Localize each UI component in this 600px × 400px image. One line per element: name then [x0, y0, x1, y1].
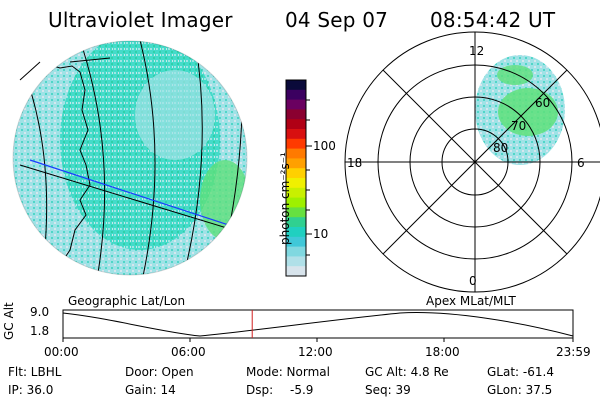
colorbar-segment: [286, 138, 306, 150]
status-dsp-value: -5.9: [290, 383, 314, 397]
colorbar-segment: [286, 227, 306, 238]
colorbar-segment: [286, 197, 306, 208]
altitude-ylabel: GC Alt: [2, 302, 16, 340]
colorbar: [285, 79, 312, 277]
polar-plot: [344, 31, 600, 293]
imager-title: Ultraviolet Imager: [48, 8, 233, 32]
colorbar-segment: [286, 89, 306, 101]
x-tick-0600: 06:00: [171, 345, 206, 359]
colorbar-segment: [286, 236, 306, 248]
dayglow-region: [200, 160, 247, 240]
status-filter: Flt: LBHL: [8, 365, 62, 379]
altitude-ytick-bottom: 1.8: [30, 324, 50, 338]
colorbar-segment: [286, 246, 306, 257]
colorbar-segment: [286, 256, 306, 267]
colorbar-segment: [286, 187, 306, 199]
status-glon: GLon: 37.5: [487, 383, 553, 397]
geographic-caption: Geographic Lat/Lon: [68, 294, 186, 308]
colorbar-segment: [286, 129, 306, 140]
status-dsp-label: Dsp:: [246, 383, 274, 397]
mlat-label-70: 70: [511, 119, 527, 133]
meridian-line: [139, 41, 156, 275]
mlt-label-0: 0: [469, 274, 477, 288]
mlt-label-12: 12: [469, 44, 485, 58]
colorbar-segment: [286, 119, 306, 130]
colorbar-unit-label: photon cm⁻²s⁻¹: [278, 152, 292, 245]
mlat-label-60: 60: [535, 96, 551, 110]
colorbar-segment: [286, 168, 306, 179]
meridian-line: [179, 41, 203, 275]
image-time: 08:54:42 UT: [430, 8, 556, 32]
status-seq: Seq: 39: [365, 383, 411, 397]
altitude-ytick-top: 9.0: [30, 305, 50, 319]
x-tick-1800: 18:00: [425, 345, 460, 359]
image-date: 04 Sep 07: [285, 8, 389, 32]
colorbar-segment: [286, 99, 306, 110]
colorbar-segment: [286, 207, 306, 218]
colorbar-tick-100: 100: [313, 139, 336, 153]
mlat-label-80: 80: [493, 141, 509, 155]
status-gc-alt: GC Alt: 4.8 Re: [365, 365, 449, 379]
mlt-label-18: 18: [347, 156, 363, 170]
terminator-line: [19, 164, 247, 236]
meridian-line: [79, 41, 106, 275]
colorbar-segment: [286, 158, 306, 169]
apex-caption: Apex MLat/MLT: [426, 294, 516, 308]
colorbar-segment: [286, 109, 306, 120]
colorbar-segment: [286, 266, 306, 277]
colorbar-segment: [286, 148, 306, 159]
status-gain: Gain: 14: [125, 383, 176, 397]
status-mode: Mode: Normal: [246, 365, 330, 379]
altitude-curve: [62, 312, 574, 337]
status-door: Door: Open: [125, 365, 194, 379]
ground-track-line: [29, 159, 247, 233]
x-tick-1200: 12:00: [298, 345, 333, 359]
colorbar-segment: [286, 80, 306, 91]
altitude-plot-frame: [62, 309, 574, 339]
mlt-label-6: 6: [577, 156, 585, 170]
colorbar-frame: [285, 79, 307, 277]
coastline: [19, 61, 91, 275]
x-tick-2359: 23:59: [556, 345, 591, 359]
status-ip: IP: 36.0: [8, 383, 54, 397]
altitude-plot: [62, 309, 574, 342]
x-tick-0000: 00:00: [44, 345, 79, 359]
colorbar-segment: [286, 217, 306, 228]
colorbar-tick-10: 10: [313, 227, 329, 241]
colorbar-segment: [286, 178, 306, 189]
status-glat: GLat: -61.4: [487, 365, 554, 379]
geographic-image: [12, 40, 248, 276]
